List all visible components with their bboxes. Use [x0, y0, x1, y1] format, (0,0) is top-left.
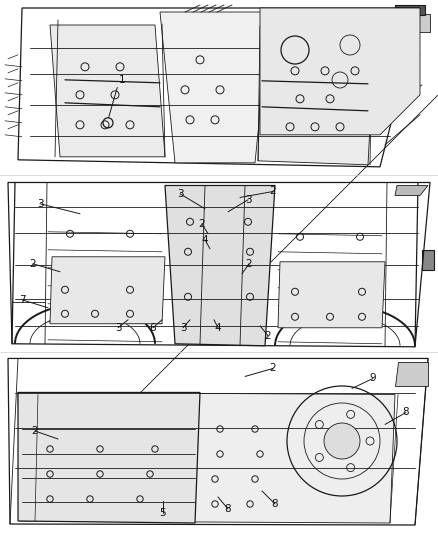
Text: 1: 1 [119, 75, 125, 85]
Text: 3: 3 [180, 323, 186, 333]
Text: 2: 2 [265, 331, 271, 341]
Text: 2: 2 [270, 187, 276, 197]
Polygon shape [18, 392, 200, 523]
Text: 8: 8 [272, 499, 278, 509]
Polygon shape [260, 8, 420, 135]
Polygon shape [258, 26, 375, 165]
Circle shape [324, 423, 360, 459]
Text: 3: 3 [245, 195, 251, 205]
Polygon shape [278, 262, 385, 328]
Polygon shape [165, 185, 275, 346]
Text: 8: 8 [225, 504, 231, 514]
Text: 5: 5 [160, 508, 166, 518]
Text: 2: 2 [270, 364, 276, 374]
Text: 4: 4 [215, 323, 221, 333]
Text: 4: 4 [201, 235, 208, 245]
Text: 8: 8 [403, 407, 410, 417]
Polygon shape [50, 257, 165, 324]
Polygon shape [50, 25, 165, 157]
Polygon shape [18, 392, 395, 523]
Polygon shape [160, 12, 270, 163]
Text: 2: 2 [199, 219, 205, 229]
Text: 6: 6 [150, 323, 156, 333]
Polygon shape [395, 362, 428, 386]
Text: 3: 3 [115, 323, 121, 333]
Polygon shape [395, 185, 428, 196]
Text: 3: 3 [37, 199, 43, 209]
Text: 7: 7 [19, 295, 25, 305]
FancyBboxPatch shape [422, 250, 434, 270]
Text: 3: 3 [177, 189, 184, 199]
Text: 2: 2 [32, 426, 38, 436]
Text: 9: 9 [370, 374, 376, 383]
Text: 2: 2 [246, 259, 252, 269]
FancyBboxPatch shape [390, 14, 430, 32]
Text: 2: 2 [30, 259, 36, 269]
FancyBboxPatch shape [395, 5, 425, 15]
